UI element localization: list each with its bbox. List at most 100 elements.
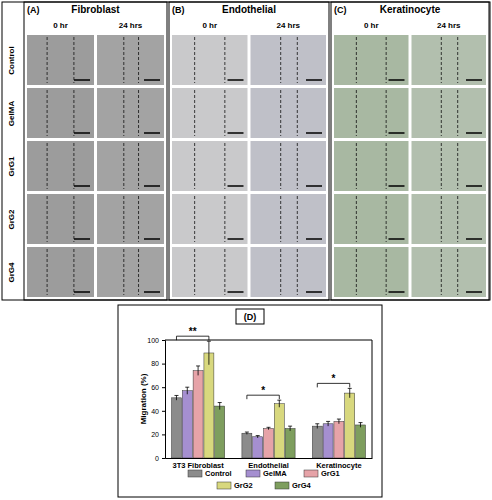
- micrograph: [334, 141, 409, 191]
- legend-swatch: [188, 470, 202, 477]
- scale-bar: [466, 79, 482, 81]
- y-tick: 100: [147, 337, 165, 344]
- scratch-edge: [194, 90, 195, 136]
- micrograph: [27, 88, 94, 138]
- micrograph: [97, 247, 164, 297]
- error-stem: [208, 341, 209, 365]
- column-frame: [169, 2, 329, 300]
- scratch-edge: [224, 37, 225, 83]
- panel-label: (C): [334, 5, 347, 15]
- micrograph: [334, 194, 409, 244]
- scratch-edge: [47, 143, 48, 189]
- scale-bar: [466, 238, 482, 240]
- error-cap: [337, 419, 341, 420]
- scratch-edge: [138, 90, 139, 136]
- time-label: 24 hrs: [119, 21, 143, 30]
- scratch-edge: [47, 37, 48, 83]
- scale-bar: [306, 185, 322, 187]
- scale-bar: [144, 79, 160, 81]
- micrograph: [251, 35, 327, 85]
- bar: [264, 429, 274, 459]
- scale-bar: [144, 185, 160, 187]
- y-tick: 60: [151, 384, 165, 391]
- error-bar: [348, 388, 352, 397]
- scratch-edge: [386, 90, 387, 136]
- scale-bar: [74, 132, 90, 134]
- column-frame: [331, 2, 489, 300]
- row-label: Control: [7, 46, 16, 74]
- scratch-edge: [138, 249, 139, 295]
- scratch-edge: [280, 37, 281, 83]
- y-tick-label: 20: [151, 431, 159, 438]
- scale-bar: [74, 291, 90, 293]
- scale-bar: [389, 238, 405, 240]
- scratch-edge: [356, 196, 357, 242]
- scale-bar: [228, 132, 244, 134]
- scratch-edge: [194, 196, 195, 242]
- row-label: GelMA: [7, 101, 16, 127]
- scale-bar: [306, 238, 322, 240]
- panel-label-box: [236, 309, 264, 324]
- panel-title: Keratinocyte: [380, 4, 441, 15]
- error-bar: [359, 423, 363, 428]
- scratch-edge: [356, 143, 357, 189]
- bar: [193, 371, 203, 458]
- scratch-edge: [280, 90, 281, 136]
- error-stem: [176, 395, 177, 400]
- legend-swatch: [246, 470, 260, 477]
- error-cap: [218, 402, 222, 403]
- micrograph: [412, 35, 487, 85]
- y-tick-label: 80: [151, 360, 159, 367]
- y-tick: 80: [151, 360, 165, 367]
- error-bar: [185, 387, 189, 394]
- plot-frame: [165, 340, 372, 341]
- error-stem: [317, 424, 318, 429]
- y-tick-label: 60: [151, 384, 159, 391]
- scratch-edge: [47, 90, 48, 136]
- scratch-edge: [47, 196, 48, 242]
- bar: [171, 398, 181, 458]
- scratch-edge: [297, 90, 298, 136]
- scratch-edge: [356, 249, 357, 295]
- error-bar: [288, 426, 292, 431]
- x-axis-line: [166, 458, 373, 459]
- scratch-edge: [194, 37, 195, 83]
- y-tick-mark: [162, 411, 165, 412]
- error-cap: [315, 423, 319, 424]
- error-stem: [328, 421, 329, 426]
- y-tick-mark: [162, 434, 165, 435]
- scale-bar: [306, 291, 322, 293]
- error-cap: [185, 387, 189, 388]
- micrograph: [27, 247, 94, 297]
- panel-frame: [2, 2, 490, 300]
- micrograph: [412, 194, 487, 244]
- micrograph: [251, 88, 327, 138]
- micrograph: [412, 141, 487, 191]
- bar: [204, 353, 214, 458]
- error-bar: [326, 421, 330, 426]
- scratch-edge: [457, 196, 458, 242]
- micrograph: [97, 194, 164, 244]
- scale-bar: [466, 185, 482, 187]
- micrograph: [172, 88, 248, 138]
- scratch-edge: [457, 37, 458, 83]
- bar: [182, 391, 192, 458]
- scratch-edge: [194, 143, 195, 189]
- micrograph: [172, 247, 248, 297]
- error-cap: [245, 432, 249, 433]
- bar: [215, 406, 225, 458]
- scratch-edge: [73, 249, 74, 295]
- y-axis-line: [162, 341, 166, 459]
- row-label: GrG1: [7, 156, 16, 177]
- y-tick-mark: [162, 340, 165, 341]
- y-tick-mark: [162, 364, 165, 365]
- scratch-edge: [73, 143, 74, 189]
- time-label: 24 hrs: [437, 21, 461, 30]
- scale-bar: [228, 238, 244, 240]
- error-bar: [174, 395, 178, 400]
- y-tick-mark: [162, 387, 165, 388]
- scratch-edge: [138, 196, 139, 242]
- panel-label: (D): [244, 312, 257, 322]
- bar: [345, 393, 355, 458]
- scale-bar: [228, 185, 244, 187]
